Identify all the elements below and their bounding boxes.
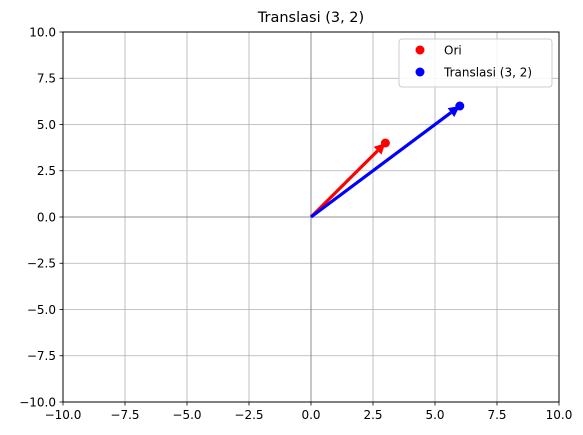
x-tick-label: 5.0 [425,408,444,422]
y-tick-label: 2.5 [37,164,56,178]
x-axis-ticks: −10.0 −7.5 −5.0 −2.5 0.0 2.5 5.0 7.5 10.0 [45,402,573,422]
y-tick-label: 7.5 [37,72,56,86]
vector-shaft [310,111,452,219]
x-tick-label: −5.0 [172,408,201,422]
x-tick-label: 7.5 [487,408,506,422]
y-tick-label: −5.0 [27,303,56,317]
legend: Ori Translasi (3, 2) [398,38,553,88]
x-tick-label: 0.0 [301,408,320,422]
vector-shaft [309,149,379,219]
point-ori [380,138,390,148]
data-points [380,101,465,148]
legend-label-translasi: Translasi (3, 2) [443,66,532,80]
chart-title: Translasi (3, 2) [257,10,364,26]
y-tick-label: 10.0 [29,25,56,39]
legend-marker-translasi [415,67,425,77]
y-tick-label: 5.0 [37,118,56,132]
x-tick-label: 2.5 [363,408,382,422]
x-tick-label: −10.0 [45,408,82,422]
y-tick-label: −2.5 [27,257,56,271]
y-tick-label: −7.5 [27,349,56,363]
legend-label-ori: Ori [444,44,462,58]
x-tick-label: 10.0 [546,408,573,422]
x-tick-label: −2.5 [234,408,263,422]
x-tick-label: −7.5 [110,408,139,422]
y-axis-ticks: −10.0 −7.5 −5.0 −2.5 0.0 2.5 5.0 7.5 10.0 [19,25,63,409]
legend-box [398,38,553,88]
vectors [309,106,460,219]
legend-marker-ori [415,45,425,55]
y-tick-label: −10.0 [19,395,56,409]
point-translasi [455,101,465,111]
y-tick-label: 0.0 [37,210,56,224]
